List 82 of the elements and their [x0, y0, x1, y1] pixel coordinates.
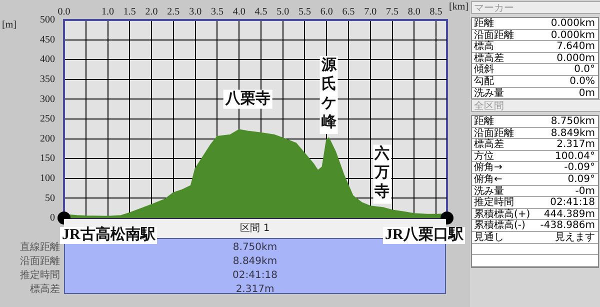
text: -438.986m — [540, 220, 595, 232]
annotation: JR八栗口駅 — [383, 227, 466, 244]
text: 沿面距離 — [474, 128, 514, 139]
text: 0.000km — [550, 18, 595, 29]
text: 100.04° — [555, 150, 595, 162]
x-tick-label: 5.5 — [298, 6, 311, 18]
text: 累積標高(-) — [474, 220, 526, 232]
x-tick-label: 2.0 — [145, 6, 158, 18]
y-tick-label: 450 — [40, 34, 55, 46]
text: 0.000m — [556, 52, 595, 64]
text: 標高差 — [474, 52, 504, 64]
text: 標高 — [474, 41, 494, 52]
y-tick-label: 400 — [40, 54, 55, 66]
text: 7.640m — [556, 41, 595, 52]
text: 全区間 — [471, 99, 600, 112]
x-tick-label: 7.5 — [386, 6, 399, 18]
text: 洗み量 — [474, 186, 504, 197]
y-axis-title: [m] — [2, 20, 16, 31]
text: 0.0% — [570, 76, 595, 87]
text: 勾配 — [474, 76, 494, 87]
x-tick-label: 4.0 — [232, 6, 246, 18]
text: 02:41:18 — [232, 270, 278, 282]
y-tick-label: 100 — [40, 173, 55, 184]
text: 8.849km — [550, 128, 595, 139]
text: 0.09° — [568, 174, 595, 185]
text: 距離 — [474, 116, 494, 127]
text: 直線距離 — [19, 242, 60, 254]
x-tick-label: 1.0 — [102, 6, 114, 18]
text: -0m — [575, 186, 595, 197]
x-tick-label: 3.5 — [210, 6, 224, 18]
annotation: 六万寺 — [374, 144, 390, 200]
x-tick-label: 8.0 — [408, 6, 420, 18]
y-tick-label: 50 — [45, 192, 55, 204]
y-tick-label: 350 — [40, 74, 55, 86]
text: 0m — [578, 88, 595, 99]
text: 距離 — [474, 18, 494, 29]
text: 推定時間 — [474, 197, 514, 208]
x-tick-label: 7.0 — [364, 6, 377, 18]
text: 沿面距離 — [474, 30, 514, 41]
y-tick-label: 300 — [40, 94, 55, 105]
text: 2.317m — [234, 284, 276, 296]
y-tick-label: 150 — [40, 153, 55, 164]
text: 推定時間 — [19, 270, 60, 282]
text: 傾斜 — [474, 64, 494, 76]
text: 0.000km — [550, 30, 595, 41]
x-tick-label: 5.0 — [276, 6, 290, 18]
x-tick-label: 2.5 — [167, 6, 180, 18]
text: 俯角→ — [474, 162, 502, 174]
annotation: 八栗寺 — [224, 90, 270, 108]
text: 見えます — [555, 232, 595, 243]
text: 洗み量 — [474, 88, 504, 99]
text: 区間 1 — [240, 223, 270, 234]
text: -0.09° — [564, 162, 595, 174]
x-tick-label: 3.0 — [189, 6, 202, 18]
x-tick-label: 8.5 — [430, 6, 442, 18]
y-tick-label: 200 — [40, 133, 55, 144]
text: 標高差 — [29, 284, 60, 296]
annotation: JR古高松南駅 — [60, 227, 158, 244]
text: 見通し — [474, 232, 504, 243]
x-tick-label: 6.5 — [342, 6, 355, 18]
x-tick-label: 0.0 — [58, 6, 70, 18]
text: 8.750km — [550, 116, 595, 127]
text: 444.389m — [544, 208, 595, 220]
x-tick-label: 4.5 — [254, 6, 268, 18]
text: 2.317m — [556, 139, 595, 150]
text: 8.750km — [232, 242, 278, 254]
text: 俯角← — [474, 174, 502, 185]
annotation: 源氏ケ峰 — [320, 56, 338, 130]
x-tick-label: 1.5 — [123, 6, 136, 18]
y-tick-label: 250 — [40, 114, 55, 125]
text: 方位 — [474, 150, 494, 162]
text: 沿面距離 — [19, 256, 60, 268]
text: 0.0° — [574, 64, 595, 76]
text: 累積標高(+) — [474, 208, 530, 220]
text: 02:41:18 — [550, 197, 595, 208]
text: マーカー — [471, 1, 600, 14]
text: 標高差 — [474, 139, 504, 150]
x-axis-title: [km] — [449, 2, 468, 13]
x-tick-label: 6.0 — [320, 6, 333, 18]
y-tick-label: 500 — [40, 14, 55, 26]
y-tick-label: 0 — [50, 212, 55, 224]
text: 8.849km — [232, 256, 278, 268]
